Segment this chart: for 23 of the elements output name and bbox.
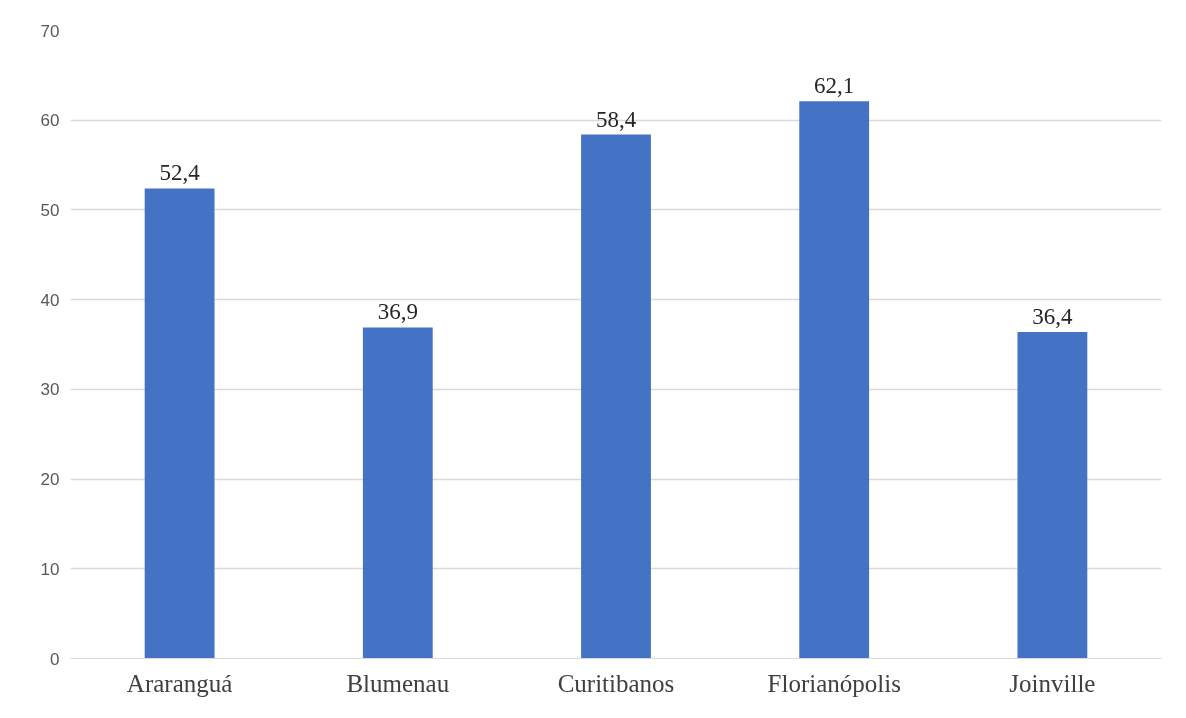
bar <box>1017 331 1088 659</box>
y-tick-label: 30 <box>40 380 60 400</box>
y-tick-label: 10 <box>40 559 60 579</box>
y-tick-label: 20 <box>40 470 60 490</box>
bar <box>799 101 870 659</box>
data-label: 52,4 <box>159 160 201 186</box>
x-tick-label: Curitibanos <box>557 669 675 697</box>
y-tick-label: 70 <box>40 21 60 41</box>
x-tick-label: Joinville <box>1009 669 1096 697</box>
x-tick-label: Blumenau <box>346 669 450 697</box>
x-tick-label: Araranguá <box>126 669 233 697</box>
data-label: 36,9 <box>377 299 418 325</box>
y-tick-label: 40 <box>40 290 60 310</box>
bar <box>581 134 651 659</box>
y-tick-label: 50 <box>40 200 60 220</box>
data-label: 36,4 <box>1032 303 1074 329</box>
bar <box>362 327 433 659</box>
bar <box>144 188 215 659</box>
y-tick-label: 60 <box>40 111 60 131</box>
data-label: 58,4 <box>595 106 637 132</box>
y-tick-label: 0 <box>50 649 60 669</box>
data-label: 62,1 <box>814 73 855 99</box>
x-tick-label: Florianópolis <box>767 669 901 697</box>
